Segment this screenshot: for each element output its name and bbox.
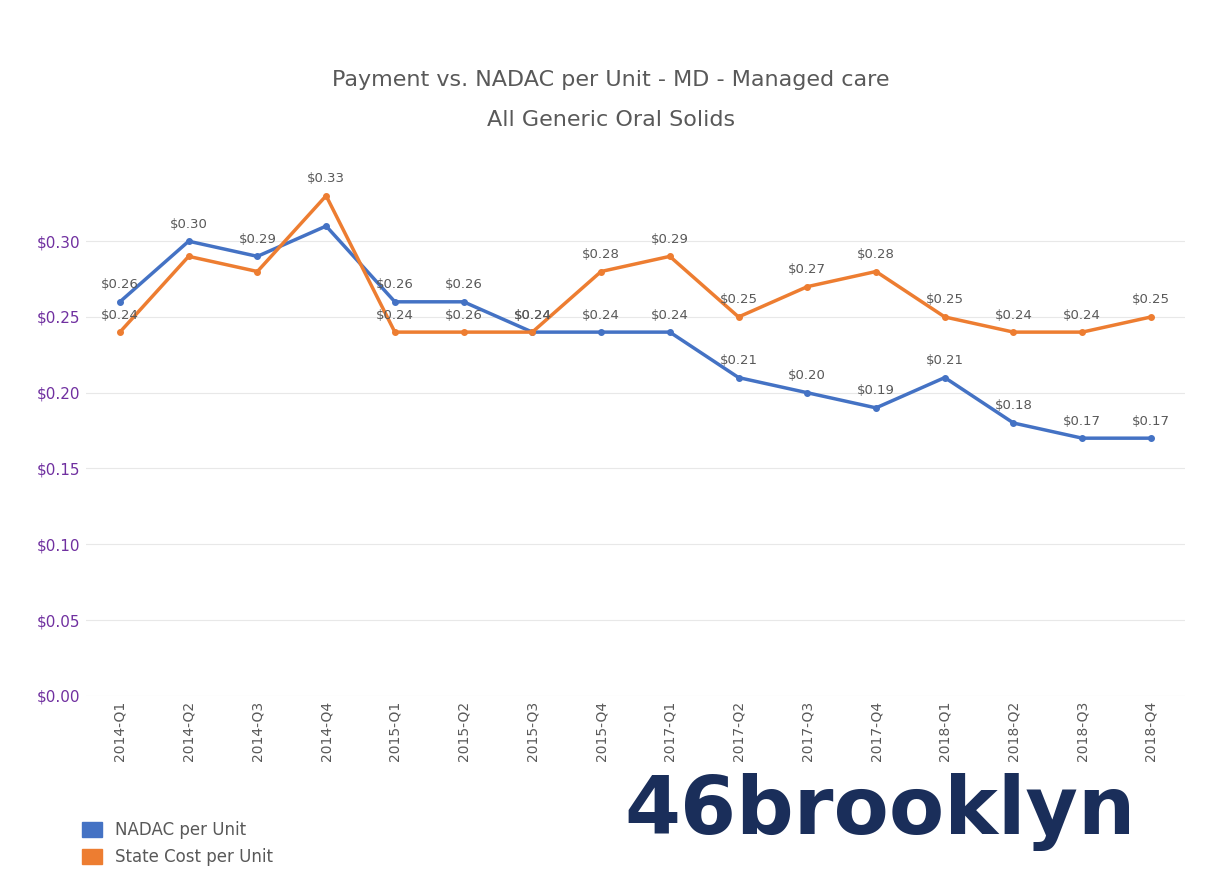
Text: $0.17: $0.17 xyxy=(1063,415,1101,427)
Text: $0.33: $0.33 xyxy=(307,172,345,186)
Text: $0.17: $0.17 xyxy=(1132,415,1169,427)
Text: $0.29: $0.29 xyxy=(238,233,276,246)
NADAC per Unit xyxy=(319,220,334,231)
Text: $0.24: $0.24 xyxy=(651,309,689,321)
NADAC per Unit xyxy=(181,235,196,246)
State Cost per Unit xyxy=(594,266,609,277)
Text: $0.24: $0.24 xyxy=(995,309,1033,321)
Legend: NADAC per Unit, State Cost per Unit: NADAC per Unit, State Cost per Unit xyxy=(82,822,273,866)
State Cost per Unit xyxy=(251,266,265,277)
NADAC per Unit xyxy=(525,326,540,337)
Text: $0.26: $0.26 xyxy=(445,278,483,291)
NADAC per Unit xyxy=(937,372,952,383)
NADAC per Unit xyxy=(662,326,677,337)
NADAC per Unit xyxy=(594,326,609,337)
Text: $0.29: $0.29 xyxy=(651,233,689,246)
State Cost per Unit xyxy=(319,190,334,201)
Text: $0.24: $0.24 xyxy=(513,309,551,321)
State Cost per Unit xyxy=(181,251,196,261)
State Cost per Unit xyxy=(662,251,677,261)
Text: $0.21: $0.21 xyxy=(926,354,964,367)
Text: $0.25: $0.25 xyxy=(926,293,964,306)
State Cost per Unit xyxy=(800,281,815,292)
Line: NADAC per Unit: NADAC per Unit xyxy=(117,223,1154,441)
NADAC per Unit xyxy=(456,296,470,307)
NADAC per Unit xyxy=(731,372,745,383)
NADAC per Unit xyxy=(1075,433,1090,443)
NADAC per Unit xyxy=(1006,417,1020,428)
State Cost per Unit xyxy=(937,311,952,322)
NADAC per Unit xyxy=(869,402,884,413)
Text: $0.26: $0.26 xyxy=(376,278,414,291)
Text: $0.25: $0.25 xyxy=(720,293,758,306)
Text: $0.24: $0.24 xyxy=(582,309,620,321)
Text: $0.21: $0.21 xyxy=(720,354,758,367)
State Cost per Unit xyxy=(456,326,470,337)
Text: $0.28: $0.28 xyxy=(582,248,620,260)
State Cost per Unit xyxy=(1006,326,1020,337)
Text: $0.27: $0.27 xyxy=(788,263,826,276)
Text: $0.24: $0.24 xyxy=(1063,309,1101,321)
NADAC per Unit xyxy=(387,296,402,307)
Line: State Cost per Unit: State Cost per Unit xyxy=(117,193,1154,334)
Text: $0.25: $0.25 xyxy=(1132,293,1169,306)
Text: $0.24: $0.24 xyxy=(376,309,414,321)
Text: $0.24: $0.24 xyxy=(101,309,139,321)
NADAC per Unit xyxy=(800,387,815,398)
Text: $0.20: $0.20 xyxy=(788,369,826,382)
State Cost per Unit xyxy=(731,311,745,322)
NADAC per Unit xyxy=(112,296,127,307)
State Cost per Unit xyxy=(1075,326,1090,337)
NADAC per Unit xyxy=(1144,433,1158,443)
State Cost per Unit xyxy=(1144,311,1158,322)
State Cost per Unit xyxy=(525,326,540,337)
State Cost per Unit xyxy=(387,326,402,337)
Text: Payment vs. NADAC per Unit - MD - Managed care: Payment vs. NADAC per Unit - MD - Manage… xyxy=(332,70,890,90)
Text: 46brooklyn: 46brooklyn xyxy=(624,772,1135,851)
Text: $0.26: $0.26 xyxy=(445,309,483,321)
Text: $0.19: $0.19 xyxy=(857,384,895,397)
Text: $0.24: $0.24 xyxy=(513,309,551,321)
State Cost per Unit xyxy=(112,326,127,337)
Text: $0.28: $0.28 xyxy=(857,248,895,260)
State Cost per Unit xyxy=(869,266,884,277)
Text: $0.30: $0.30 xyxy=(170,218,208,231)
Text: $0.26: $0.26 xyxy=(101,278,139,291)
NADAC per Unit xyxy=(251,251,265,261)
Text: $0.18: $0.18 xyxy=(995,400,1033,412)
Text: All Generic Oral Solids: All Generic Oral Solids xyxy=(486,111,736,130)
